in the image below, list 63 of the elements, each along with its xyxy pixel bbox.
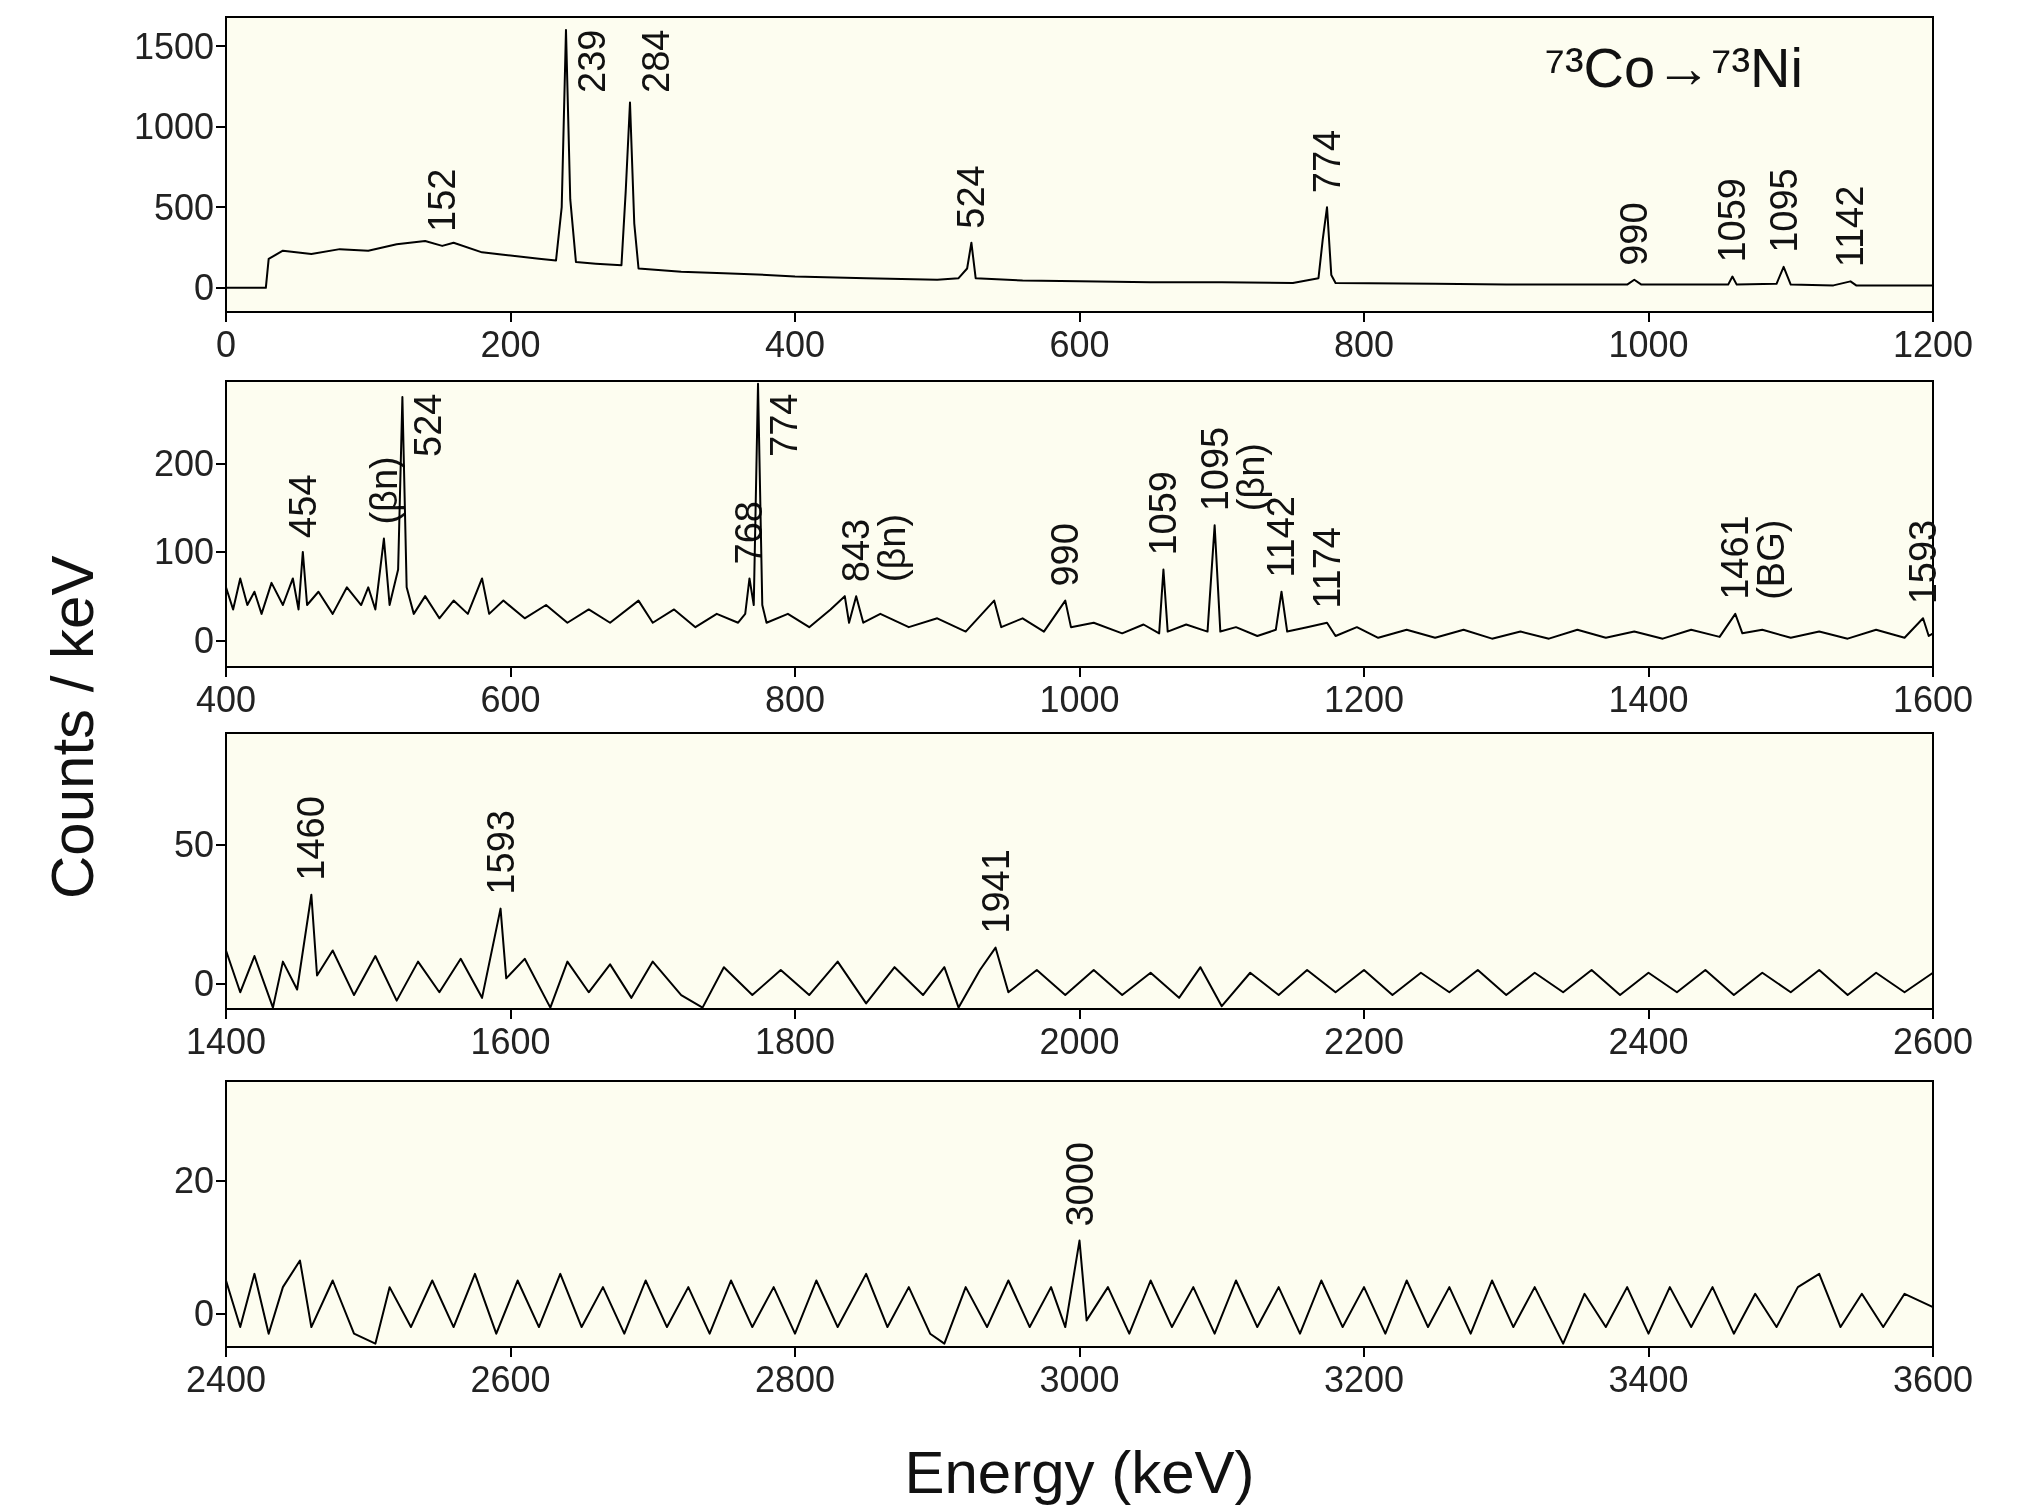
x-tick-label: 1400 [185, 1020, 267, 1062]
y-axis-title: Counts / keV [38, 555, 107, 899]
x-tick-label: 200 [480, 323, 541, 365]
y-tick-label: 500 [153, 186, 214, 228]
annotation: 284 [634, 29, 677, 93]
annotation: 454 [281, 474, 324, 538]
annotation: 1460 [290, 796, 333, 881]
x-tick-label: 1000 [1608, 323, 1689, 365]
x-tick-label: 1600 [1892, 678, 1974, 720]
x-tick-label: 400 [764, 323, 826, 365]
annotation: 990 [1044, 523, 1087, 587]
annotation: 1059 [1142, 471, 1185, 556]
annotation: 1059 [1711, 177, 1754, 263]
annotation: 1593 [479, 810, 522, 895]
x-tick-label: 3600 [1892, 1358, 1974, 1400]
x-tick-label: 1400 [1608, 678, 1689, 720]
x-tick-label: 2200 [1323, 1020, 1405, 1062]
annotation: 1174 [1306, 527, 1349, 609]
y-tick-label: 50 [173, 824, 214, 866]
annotation: 990 [1613, 202, 1656, 266]
x-tick-label: 1800 [754, 1020, 836, 1062]
annotation: (βn) [362, 456, 405, 525]
annotation: 239 [570, 29, 613, 93]
x-tick-label: 800 [1333, 323, 1395, 365]
y-tick-label: 0 [193, 619, 214, 661]
x-tick-label: 3000 [1039, 1358, 1120, 1400]
x-tick-label: 600 [1049, 323, 1110, 365]
x-tick-label: 2400 [185, 1358, 267, 1400]
annotation: ⁷³Co→⁷³Ni [1544, 35, 1804, 99]
y-tick-label: 0 [193, 267, 214, 309]
annotation: 524 [407, 393, 450, 457]
annotation: 152 [421, 168, 464, 232]
y-tick-label: 0 [193, 963, 214, 1005]
y-tick-label: 200 [153, 442, 214, 484]
annotation: 1593 [1902, 519, 1945, 605]
x-tick-label: 2600 [470, 1358, 551, 1400]
annotation: 1941 [974, 849, 1017, 934]
x-tick-label: 3200 [1323, 1358, 1405, 1400]
x-tick-label: 1200 [1892, 323, 1974, 365]
annotation: 774 [763, 393, 806, 457]
x-tick-label: 800 [764, 678, 826, 720]
x-tick-label: 1200 [1323, 678, 1405, 720]
x-tick-label: 2600 [1892, 1020, 1974, 1062]
x-tick-label: 1000 [1039, 678, 1120, 720]
annotation: 3000 [1058, 1142, 1101, 1227]
annotation: 1095 [1762, 168, 1805, 253]
y-tick-label: 1500 [133, 25, 214, 67]
x-tick-label: 2400 [1608, 1020, 1689, 1062]
x-tick-label: 400 [195, 678, 257, 720]
x-tick-label: 3400 [1608, 1358, 1689, 1400]
annotation: 524 [950, 165, 993, 229]
x-tick-label: 2000 [1039, 1020, 1120, 1062]
annotation: 1095 [1193, 426, 1236, 512]
x-tick-label: 600 [480, 678, 541, 720]
y-tick-label: 100 [153, 531, 214, 573]
x-axis-title: Energy (keV) [904, 1438, 1255, 1506]
x-tick-label: 2800 [754, 1358, 836, 1400]
annotation: 1142 [1829, 185, 1872, 268]
y-tick-label: 0 [193, 1293, 214, 1335]
y-tick-label: 20 [173, 1160, 214, 1202]
annotation: 774 [1306, 129, 1349, 194]
y-tick-label: 1000 [133, 106, 214, 148]
x-tick-label: 1600 [470, 1020, 551, 1062]
